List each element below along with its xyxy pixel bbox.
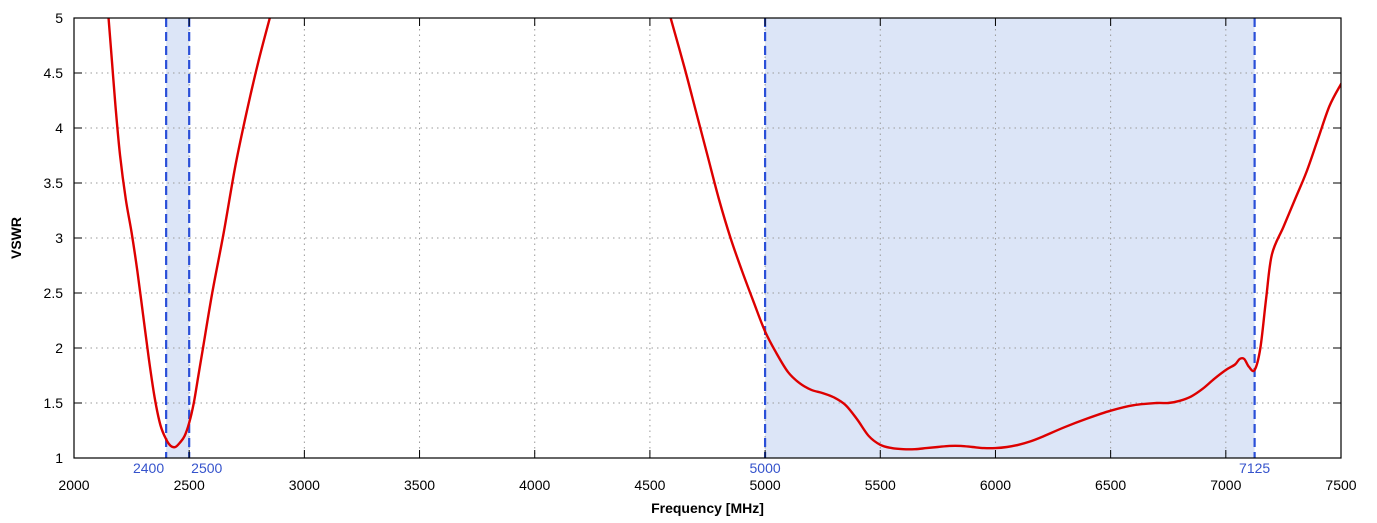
x-tick-label: 6000 bbox=[980, 477, 1011, 493]
x-tick-label: 5000 bbox=[750, 477, 781, 493]
x-tick-label: 4500 bbox=[634, 477, 665, 493]
series-line-1 bbox=[107, 18, 272, 449]
y-tick-label: 4 bbox=[55, 120, 63, 136]
y-tick-labels: 1 1.5 2 2.5 3 3.5 4 4.5 5 bbox=[44, 10, 64, 466]
y-axis-title: VSWR bbox=[8, 217, 24, 259]
y-tick-label: 3 bbox=[55, 230, 63, 246]
y-tick-label: 2.5 bbox=[44, 285, 64, 301]
x-tick-label: 4000 bbox=[519, 477, 550, 493]
x-tick-label: 3000 bbox=[289, 477, 320, 493]
x-tick-label: 5500 bbox=[865, 477, 896, 493]
x-tick-label: 3500 bbox=[404, 477, 435, 493]
x-tick-labels: 2000 2500 3000 3500 4000 4500 5000 5500 6000 6500… bbox=[58, 477, 1356, 493]
x-tick-label: 6500 bbox=[1095, 477, 1126, 493]
series-lines bbox=[107, 18, 1341, 451]
grid-lines bbox=[74, 18, 1341, 458]
tick-marks bbox=[74, 18, 1341, 458]
x-axis-title: Frequency [MHz] bbox=[651, 500, 764, 516]
y-tick-label: 3.5 bbox=[44, 175, 64, 191]
band-1-end-label: 2500 bbox=[191, 460, 222, 476]
band-boundary-lines bbox=[165, 18, 1256, 458]
series-line-2 bbox=[669, 18, 1341, 451]
y-tick-label: 1.5 bbox=[44, 395, 64, 411]
y-tick-label: 1 bbox=[55, 450, 63, 466]
band-labels: 2400 2500 5000 7125 bbox=[133, 460, 1270, 476]
y-tick-label: 5 bbox=[55, 10, 63, 26]
x-tick-label: 2000 bbox=[58, 477, 89, 493]
band-2-end-label: 7125 bbox=[1239, 460, 1270, 476]
band-2-start-label: 5000 bbox=[750, 460, 781, 476]
band-fill-1 bbox=[166, 18, 190, 458]
y-tick-label: 2 bbox=[55, 340, 63, 356]
band-1-start-label: 2400 bbox=[133, 460, 164, 476]
x-tick-label: 7000 bbox=[1210, 477, 1241, 493]
x-tick-label: 2500 bbox=[174, 477, 205, 493]
x-tick-label: 7500 bbox=[1325, 477, 1356, 493]
band-fills bbox=[166, 18, 1255, 458]
y-tick-label: 4.5 bbox=[44, 65, 64, 81]
